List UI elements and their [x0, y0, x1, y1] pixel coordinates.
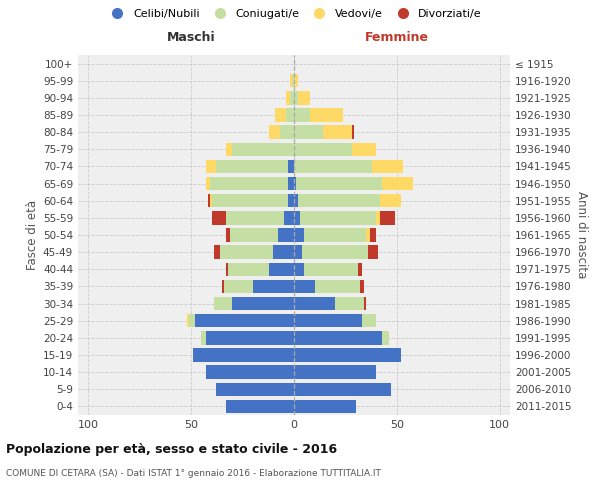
Bar [209, 177, 288, 190]
Bar [288, 194, 294, 207]
Bar [226, 211, 284, 224]
Text: Popolazione per età, sesso e stato civile - 2016: Popolazione per età, sesso e stato civil… [6, 442, 337, 456]
Bar [382, 331, 389, 344]
Bar [294, 297, 335, 310]
Bar [220, 246, 274, 259]
Bar [294, 160, 372, 173]
Bar [189, 314, 195, 328]
Bar [214, 246, 220, 259]
Y-axis label: Anni di nascita: Anni di nascita [575, 192, 588, 278]
Text: Femmine: Femmine [365, 31, 429, 44]
Bar [290, 91, 294, 104]
Bar [294, 314, 362, 328]
Bar [284, 211, 294, 224]
Bar [216, 382, 294, 396]
Bar [193, 348, 294, 362]
Bar [376, 211, 380, 224]
Bar [294, 194, 298, 207]
Bar [195, 314, 294, 328]
Bar [300, 211, 376, 224]
Bar [304, 228, 366, 241]
Bar [222, 280, 224, 293]
Bar [269, 126, 280, 139]
Bar [294, 211, 300, 224]
Bar [214, 297, 232, 310]
Bar [294, 74, 298, 88]
Bar [253, 280, 294, 293]
Bar [226, 400, 294, 413]
Text: COMUNE DI CETARA (SA) - Dati ISTAT 1° gennaio 2016 - Elaborazione TUTTITALIA.IT: COMUNE DI CETARA (SA) - Dati ISTAT 1° ge… [6, 468, 381, 477]
Bar [296, 177, 382, 190]
Bar [294, 262, 304, 276]
Legend: Celibi/Nubili, Coniugati/e, Vedovi/e, Divorziati/e: Celibi/Nubili, Coniugati/e, Vedovi/e, Di… [102, 5, 486, 24]
Bar [302, 246, 368, 259]
Bar [232, 297, 294, 310]
Bar [206, 331, 294, 344]
Bar [286, 108, 294, 122]
Bar [286, 91, 290, 104]
Bar [294, 331, 382, 344]
Bar [298, 91, 310, 104]
Text: Maschi: Maschi [167, 31, 215, 44]
Bar [364, 297, 366, 310]
Bar [294, 228, 304, 241]
Bar [294, 126, 323, 139]
Bar [294, 91, 298, 104]
Bar [352, 142, 376, 156]
Bar [209, 194, 212, 207]
Bar [290, 74, 292, 88]
Bar [360, 280, 364, 293]
Bar [368, 246, 379, 259]
Bar [362, 314, 376, 328]
Bar [372, 160, 403, 173]
Bar [323, 126, 352, 139]
Bar [206, 366, 294, 379]
Bar [202, 331, 206, 344]
Bar [294, 142, 352, 156]
Bar [208, 194, 209, 207]
Bar [274, 246, 294, 259]
Bar [370, 228, 376, 241]
Bar [294, 348, 401, 362]
Bar [380, 211, 395, 224]
Bar [294, 382, 391, 396]
Bar [212, 194, 288, 207]
Bar [278, 228, 294, 241]
Bar [292, 74, 294, 88]
Bar [232, 142, 294, 156]
Bar [294, 246, 302, 259]
Bar [294, 177, 296, 190]
Bar [294, 400, 356, 413]
Bar [294, 280, 314, 293]
Bar [226, 142, 232, 156]
Bar [304, 262, 358, 276]
Bar [310, 108, 343, 122]
Bar [358, 262, 362, 276]
Bar [230, 228, 278, 241]
Bar [216, 160, 288, 173]
Bar [380, 194, 401, 207]
Bar [206, 160, 216, 173]
Bar [212, 211, 226, 224]
Bar [228, 262, 269, 276]
Bar [269, 262, 294, 276]
Bar [294, 108, 310, 122]
Y-axis label: Fasce di età: Fasce di età [26, 200, 39, 270]
Bar [226, 262, 228, 276]
Bar [187, 314, 189, 328]
Bar [275, 108, 286, 122]
Bar [224, 280, 253, 293]
Bar [206, 177, 209, 190]
Bar [335, 297, 364, 310]
Bar [382, 177, 413, 190]
Bar [366, 228, 370, 241]
Bar [280, 126, 294, 139]
Bar [352, 126, 353, 139]
Bar [314, 280, 360, 293]
Bar [288, 160, 294, 173]
Bar [288, 177, 294, 190]
Bar [298, 194, 380, 207]
Bar [226, 228, 230, 241]
Bar [294, 366, 376, 379]
